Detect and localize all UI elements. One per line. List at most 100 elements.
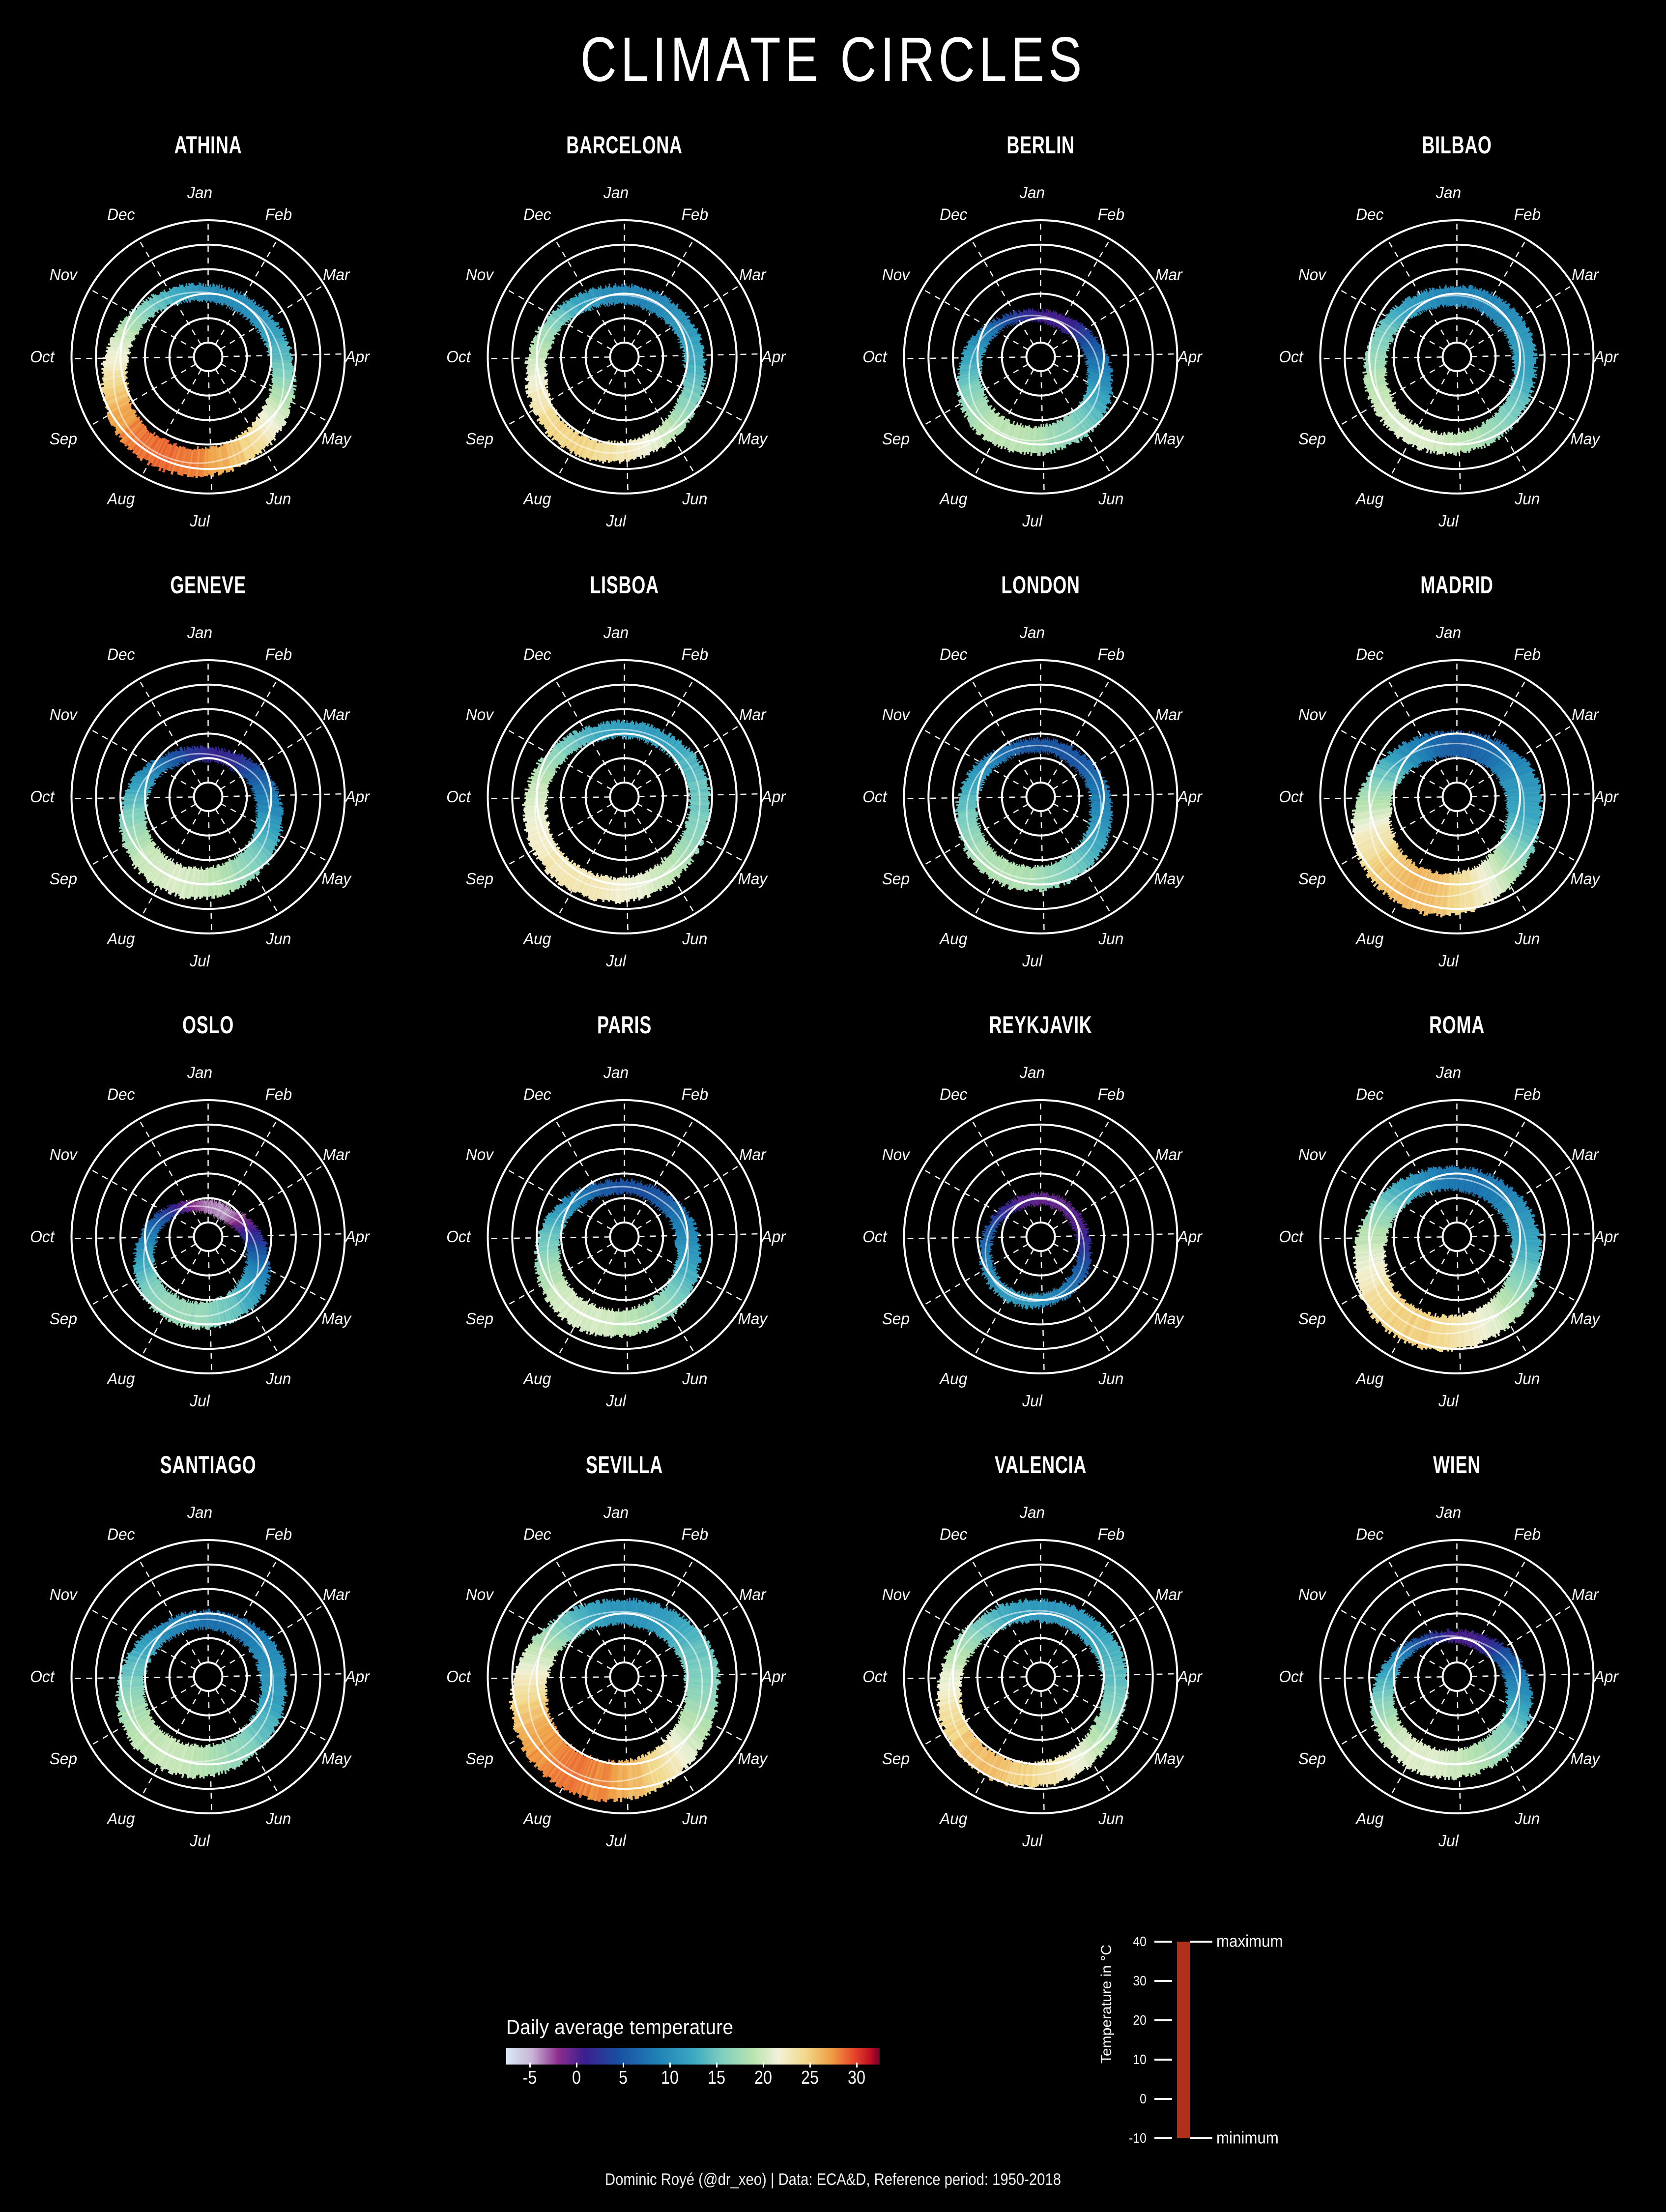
month-label-jun: Jun [682,490,707,508]
month-label-jan: Jan [1436,623,1461,641]
month-label-dec: Dec [940,645,967,664]
colorbar-tickmark [669,2063,671,2067]
month-label-aug: Aug [1355,490,1383,508]
month-label-feb: Feb [1098,1085,1125,1104]
month-label-jun: Jun [682,1810,707,1828]
month-label-jun: Jun [1514,1810,1540,1828]
thermometer-axis-label: Temperature in °C [1098,1944,1115,2064]
month-label-feb: Feb [265,1525,292,1543]
colorbar-tickmark [716,2063,718,2067]
city-panel: SANTIAGO Jan Feb Mar Apr May Jun Jul Aug Sep Oct No… [0,1453,416,1892]
month-labels: Jan Feb Mar Apr May Jun Jul Aug Sep Oct Nov Dec [862,1063,1203,1410]
month-label-mar: Mar [1155,705,1183,724]
month-label-nov: Nov [1298,1585,1327,1603]
month-label-jan: Jan [1436,1503,1461,1521]
city-panel: LONDON Jan Feb Mar Apr May Jun Jul Aug Sep Oct Nov D… [833,573,1249,1013]
month-label-jul: Jul [605,952,626,970]
polar-chart: Jan Feb Mar Apr May Jun Jul Aug Sep Oct Nov Dec [862,623,1203,970]
month-label-aug: Aug [106,930,135,948]
month-label-sep: Sep [1298,1310,1326,1328]
colorbar-tickmark [575,2063,577,2067]
month-label-mar: Mar [323,705,350,724]
colorbar-tick-label: 15 [707,2067,725,2088]
month-label-nov: Nov [1298,705,1327,724]
month-label-apr: Apr [1593,1227,1619,1246]
month-label-oct: Oct [1279,348,1304,366]
month-label-sep: Sep [882,430,910,448]
month-label-feb: Feb [265,1085,292,1104]
month-label-nov: Nov [466,265,494,284]
city-panel: REYKJAVIK Jan Feb Mar Apr May Jun Jul Aug Sep Oct N… [833,1013,1249,1453]
month-label-may: May [1154,1310,1184,1328]
month-label-oct: Oct [30,1667,55,1686]
circular-gridlines [487,659,762,934]
month-label-nov: Nov [50,1585,78,1603]
month-label-dec: Dec [1356,1525,1383,1543]
month-label-jan: Jan [1019,1503,1045,1521]
month-label-nov: Nov [882,705,911,724]
month-label-jul: Jul [189,512,210,530]
month-label-dec: Dec [940,1085,967,1104]
month-label-jun: Jun [682,930,707,948]
colorbar-legend: Daily average temperature -5 0 5 10 15 20 25 30 [506,2015,919,2090]
month-label-apr: Apr [761,1667,786,1686]
month-label-may: May [1570,870,1601,888]
month-label-feb: Feb [1514,1085,1541,1104]
month-label-jan: Jan [1019,623,1045,641]
mean-temperature-line [968,315,1101,442]
month-label-jan: Jan [1436,1063,1461,1081]
month-label-mar: Mar [1572,1585,1599,1603]
month-label-oct: Oct [1279,1227,1304,1246]
city-title: REYKJAVIK [989,1011,1092,1039]
polar-chart: Jan Feb Mar Apr May Jun Jul Aug Sep Oct Nov Dec [446,183,786,530]
city-title: WIEN [1433,1451,1481,1479]
city-title: VALENCIA [994,1451,1087,1479]
colorbar-gradient [506,2048,880,2065]
month-label-jun: Jun [1514,930,1540,948]
month-label-jun: Jun [265,1810,291,1828]
month-label-jul: Jul [189,1832,210,1850]
month-label-jun: Jun [1098,930,1123,948]
month-label-aug: Aug [106,1810,135,1828]
month-label-may: May [321,430,352,448]
month-label-oct: Oct [446,1667,471,1686]
city-panel: ATHINA Jan Feb Mar Apr May Jun Jul Aug Sep Oct Nov D… [0,133,416,573]
month-label-mar: Mar [1155,1585,1183,1603]
circular-gridlines [487,1099,762,1374]
month-label-oct: Oct [446,348,471,366]
thermometer-tickmark [1154,2059,1172,2061]
month-label-aug: Aug [939,1810,967,1828]
month-label-may: May [1154,430,1184,448]
month-label-apr: Apr [761,348,786,366]
month-label-jul: Jul [1022,512,1042,530]
city-title: SEVILLA [585,1451,663,1479]
month-label-mar: Mar [323,1585,350,1603]
month-label-apr: Apr [345,1667,370,1686]
mean-temperature-line [527,1611,703,1782]
month-label-may: May [738,430,768,448]
month-label-aug: Aug [106,1370,135,1388]
city-panel: GENEVE Jan Feb Mar Apr May Jun Jul Aug Sep Oct Nov D… [0,573,416,1013]
month-label-sep: Sep [466,870,493,888]
month-label-feb: Feb [682,1085,709,1104]
month-label-sep: Sep [466,430,493,448]
month-label-jan: Jan [603,1503,629,1521]
temperature-band [115,1608,288,1779]
circular-gridlines [903,219,1178,495]
month-labels: Jan Feb Mar Apr May Jun Jul Aug Sep Oct Nov Dec [1279,1503,1619,1850]
month-label-mar: Mar [739,705,767,724]
colorbar-title: Daily average temperature [506,2015,734,2038]
city-panel: VALENCIA Jan Feb Mar Apr May Jun Jul Aug Sep Oct No… [833,1453,1249,1892]
city-panel: WIEN Jan Feb Mar Apr May Jun Jul Aug Sep Oct Nov Dec [1249,1453,1665,1892]
month-label-jul: Jul [1438,512,1459,530]
month-label-jul: Jul [1438,952,1459,970]
month-label-jul: Jul [1022,1832,1042,1850]
month-label-dec: Dec [1356,1085,1383,1104]
month-label-oct: Oct [30,787,55,806]
month-label-feb: Feb [682,645,709,664]
city-title: PARIS [597,1011,652,1039]
colorbar-tickmark [762,2063,764,2067]
polar-chart: Jan Feb Mar Apr May Jun Jul Aug Sep Oct Nov Dec [1279,183,1619,530]
month-label-sep: Sep [466,1749,493,1768]
month-label-aug: Aug [1355,930,1383,948]
